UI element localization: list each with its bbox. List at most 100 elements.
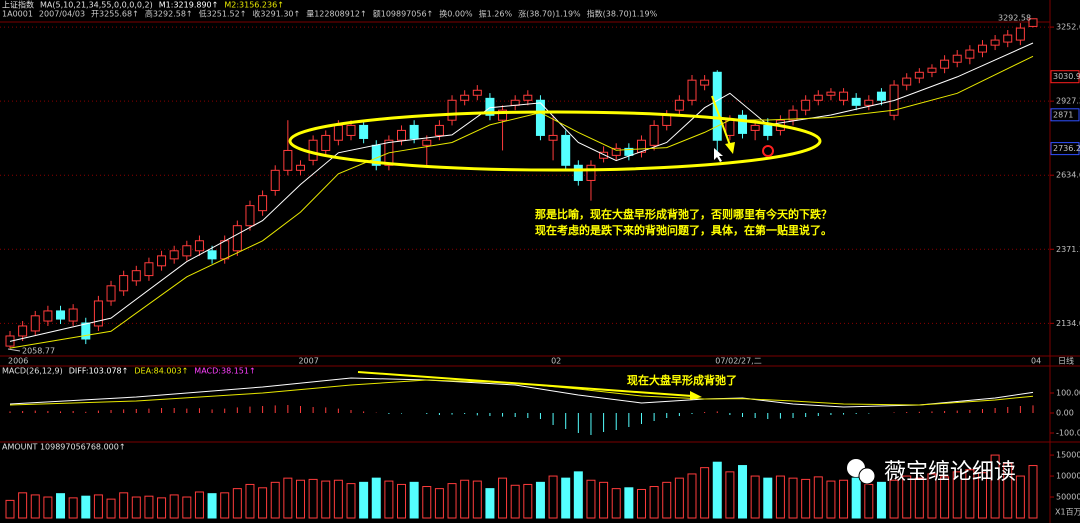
amount-bar xyxy=(687,473,697,519)
candle-body xyxy=(851,97,861,106)
candle-body xyxy=(624,147,634,156)
amount-bar xyxy=(813,476,823,519)
candle-body xyxy=(397,129,407,141)
y-tick-label: -100.00 xyxy=(1056,429,1080,438)
candle-body xyxy=(801,99,811,111)
y-tick-label: 2927.3 xyxy=(1056,97,1080,106)
axis-marker-box xyxy=(1050,70,1080,84)
y-tick-label: 150000 xyxy=(1056,451,1080,460)
arrow-head xyxy=(725,142,735,154)
amount-bar xyxy=(801,478,811,519)
candle-body xyxy=(649,124,659,146)
amount-bar xyxy=(725,471,735,519)
amount-bar xyxy=(548,475,558,519)
candle-body xyxy=(611,147,621,156)
header-item: 指数(38.70)1.19% xyxy=(587,9,658,19)
unit-label: X1百万 xyxy=(1055,508,1080,517)
axis-marker-label: 2736.20 xyxy=(1053,144,1080,153)
y-tick-label: 2634.6 xyxy=(1056,171,1080,180)
candle-body xyxy=(333,124,343,141)
header-item: MACD(26,12,9) xyxy=(2,367,63,376)
amount-bar xyxy=(258,487,268,519)
y-tick-label: 50000 xyxy=(1056,493,1080,502)
amount-bar xyxy=(81,495,91,519)
candle-body xyxy=(763,124,773,136)
header-item: MA(5,10,21,34,55,0,0,0,0,2) xyxy=(40,1,153,10)
candle-body xyxy=(258,195,268,212)
x-tick-label: 02 xyxy=(551,357,561,366)
axis-marker-label: 2871 xyxy=(1053,110,1073,119)
y-tick-label: 0.00 xyxy=(1056,409,1074,418)
header-item: 量122808912↑ xyxy=(306,10,367,19)
header-item: 2007/04/03 xyxy=(39,10,85,19)
amount-bar xyxy=(119,492,129,519)
amount-bar xyxy=(965,469,975,519)
period-label: 日线 xyxy=(1058,356,1074,366)
header-item: 高3292.58↑ xyxy=(145,9,193,19)
amount-bar xyxy=(397,483,407,519)
amount-bar xyxy=(700,467,710,519)
amount-bar xyxy=(977,472,987,519)
amount-bar xyxy=(359,481,369,519)
header-item: 振1.26% xyxy=(479,9,513,19)
amount-bar xyxy=(308,478,318,519)
amount-bar xyxy=(422,486,432,519)
y-tick-label: 100.00 xyxy=(1056,389,1080,398)
candle-body xyxy=(283,149,293,171)
amount-bar xyxy=(750,475,760,519)
amount-bar xyxy=(662,481,672,519)
amount-bar xyxy=(876,481,886,519)
amount-bar xyxy=(43,496,53,519)
candle-body xyxy=(207,250,217,260)
amount-bar xyxy=(18,492,28,519)
candle-body xyxy=(788,109,798,121)
label-pointer xyxy=(7,348,21,352)
candle-body xyxy=(93,300,103,327)
amount-bar xyxy=(194,491,204,519)
candle-body xyxy=(232,225,242,252)
amount-bar xyxy=(485,488,495,519)
amount-bar xyxy=(131,496,141,519)
amount-bar xyxy=(498,477,508,519)
amount-bar xyxy=(826,480,836,519)
amount-bar xyxy=(56,493,66,519)
candle-body xyxy=(68,308,78,322)
amount-bar xyxy=(409,481,419,519)
arrow xyxy=(357,371,693,397)
amount-bar xyxy=(864,483,874,519)
amount-bar xyxy=(245,483,255,519)
candle-body xyxy=(674,99,684,111)
candle-body xyxy=(965,49,975,59)
annotation: 现在考虑的是跌下来的背弛问题了，具体，在第一贴里说了。 xyxy=(535,223,832,237)
candle-body xyxy=(460,94,470,101)
amount-bar xyxy=(106,498,116,519)
amount-bar xyxy=(333,479,343,519)
header-item: 开3255.68↑ xyxy=(91,10,139,19)
candle-body xyxy=(81,322,91,340)
amount-bar xyxy=(523,483,533,519)
candle-body xyxy=(927,67,937,73)
amount-bar xyxy=(321,480,331,519)
candle-body xyxy=(977,44,987,53)
data-label: 2058.77 xyxy=(22,347,55,356)
candle-body xyxy=(157,255,167,267)
amount-bar xyxy=(851,477,861,519)
y-tick-label: 100000 xyxy=(1056,472,1080,481)
amount-bar xyxy=(169,494,179,519)
amount-bar xyxy=(738,465,748,519)
amount-bar xyxy=(990,454,1000,519)
amount-bar xyxy=(182,496,192,519)
candle-body xyxy=(308,139,318,161)
amount-bar xyxy=(763,477,773,519)
axis-marker-label: 3030.9 xyxy=(1053,72,1080,81)
candle-body xyxy=(18,325,28,337)
candle-body xyxy=(712,71,722,141)
candle-body xyxy=(194,240,204,252)
header-item: 低3251.52↑ xyxy=(199,9,247,19)
candle-body xyxy=(700,79,710,86)
candle-body xyxy=(245,205,255,227)
amount-bar xyxy=(5,499,15,519)
line-series xyxy=(9,377,1034,408)
amount-bar xyxy=(384,480,394,519)
